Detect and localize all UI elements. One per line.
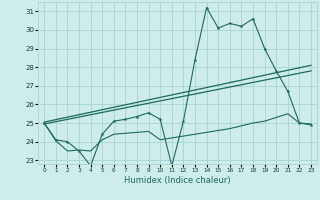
X-axis label: Humidex (Indice chaleur): Humidex (Indice chaleur) (124, 176, 231, 185)
